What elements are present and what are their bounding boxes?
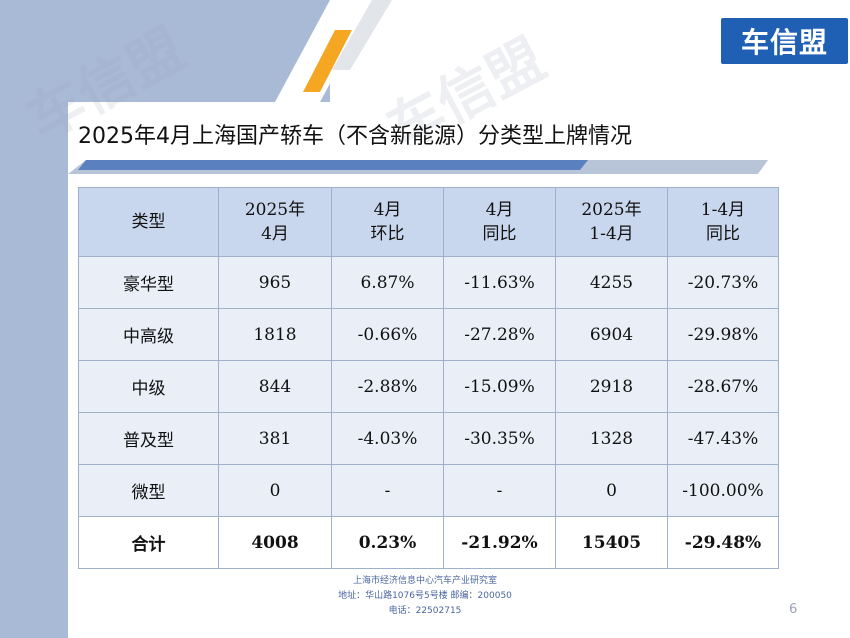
table-row: 中级 844 -2.88% -15.09% 2918 -28.67% [78,360,779,413]
cell-ytd: 1328 [555,412,668,465]
header-line: 环比 [370,224,405,244]
cell-yoy: -30.35% [443,412,556,465]
column-header-ytd: 2025年 1-4月 [555,187,668,257]
column-header-type: 类型 [78,187,219,257]
header-line: 4月 [485,200,514,220]
cell-category: 中高级 [78,308,219,361]
brand-logo: 车信盟 [721,18,848,64]
registration-table: 类型 2025年 4月 4月 环比 4月 同比 2025年 1-4月 1-4月 … [78,187,779,569]
table-row: 普及型 381 -4.03% -30.35% 1328 -47.43% [78,412,779,465]
column-header-april: 2025年 4月 [218,187,332,257]
top-decor-band [0,0,330,102]
footer-org: 上海市经济信息中心汽车产业研究室 [352,576,497,586]
table-row: 微型 0 - - 0 -100.00% [78,464,779,517]
footer-contact: 上海市经济信息中心汽车产业研究室 地址：华山路1076号5号楼 邮编：20005… [300,574,550,619]
cell-yoy: -15.09% [443,360,556,413]
header-line: 4月 [373,200,402,220]
header-line: 1-4月 [700,200,746,220]
header-line: 4月 [261,224,289,244]
footer-phone: 电话：22502715 [388,606,462,616]
cell-ytd-yoy: -100.00% [667,464,779,517]
header-line: 2025年 [244,200,306,220]
cell-category: 中级 [78,360,219,413]
cell-ytd-yoy: -28.67% [667,360,779,413]
table-row: 中高级 1818 -0.66% -27.28% 6904 -29.98% [78,308,779,361]
cell-ytd: 4255 [555,256,668,309]
cell-yoy: -11.63% [443,256,556,309]
cell-mom: -0.66% [331,308,444,361]
left-decor-panel [0,0,68,638]
cell-april: 965 [218,256,332,309]
cell-yoy: -27.28% [443,308,556,361]
header-line: 同比 [482,224,517,244]
cell-ytd: 15405 [555,516,668,569]
header-line: 类型 [131,212,166,232]
page-title: 2025年4月上海国产轿车（不含新能源）分类型上牌情况 [78,124,632,149]
title-underline-stripe [68,160,768,174]
column-header-yoy: 4月 同比 [443,187,556,257]
cell-category: 合计 [78,516,219,569]
cell-category: 微型 [78,464,219,517]
column-header-ytd-yoy: 1-4月 同比 [667,187,779,257]
header-line: 1-4月 [589,224,634,244]
footer-address: 地址：华山路1076号5号楼 邮编：200050 [338,591,512,601]
table-header-row: 类型 2025年 4月 4月 环比 4月 同比 2025年 1-4月 1-4月 … [78,187,779,257]
cell-ytd-yoy: -29.98% [667,308,779,361]
cell-mom: - [331,464,444,517]
cell-april: 844 [218,360,332,413]
cell-mom: -4.03% [331,412,444,465]
cell-april: 381 [218,412,332,465]
header-line: 2025年 [581,200,642,220]
cell-yoy: - [443,464,556,517]
cell-mom: -2.88% [331,360,444,413]
cell-yoy: -21.92% [443,516,556,569]
page-number: 6 [789,602,798,617]
table-row: 豪华型 965 6.87% -11.63% 4255 -20.73% [78,256,779,309]
cell-april: 4008 [218,516,332,569]
column-header-mom: 4月 环比 [331,187,444,257]
cell-ytd-yoy: -29.48% [667,516,779,569]
header-line: 同比 [706,224,740,244]
cell-mom: 6.87% [331,256,444,309]
top-diagonal-decor [275,0,392,102]
cell-category: 豪华型 [78,256,219,309]
cell-category: 普及型 [78,412,219,465]
cell-ytd: 2918 [555,360,668,413]
cell-ytd-yoy: -20.73% [667,256,779,309]
cell-april: 1818 [218,308,332,361]
cell-ytd: 0 [555,464,668,517]
cell-april: 0 [218,464,332,517]
table-total-row: 合计 4008 0.23% -21.92% 15405 -29.48% [78,516,779,569]
cell-ytd-yoy: -47.43% [667,412,779,465]
cell-mom: 0.23% [331,516,444,569]
cell-ytd: 6904 [555,308,668,361]
